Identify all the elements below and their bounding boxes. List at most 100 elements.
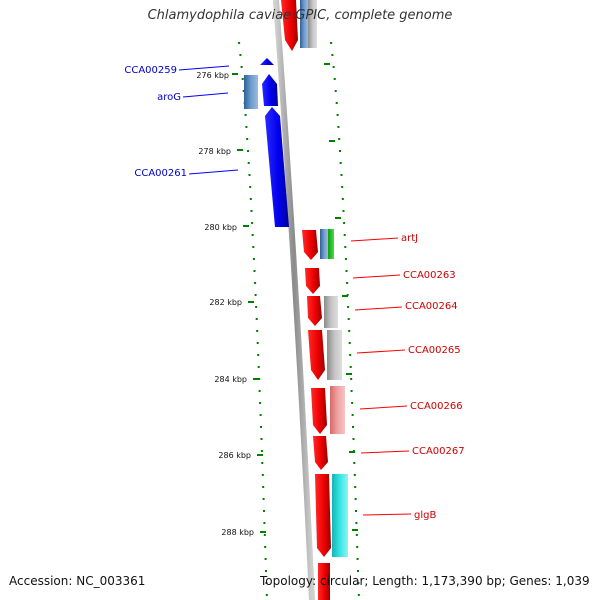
genome-backbone [273, 0, 315, 600]
gene-CCA00259[interactable] [260, 58, 274, 65]
gene-CCA00261[interactable] [265, 107, 289, 227]
scale-tick [349, 366, 352, 368]
gene-CCA00265[interactable] [308, 330, 342, 380]
gene-label-CCA00264[interactable]: CCA00264 [405, 301, 458, 312]
scale-tick [339, 150, 341, 152]
scale-tick [355, 534, 358, 536]
major-ticks-outer [324, 63, 358, 531]
scale-tick [260, 438, 263, 440]
scale-tick [355, 510, 357, 512]
scale-tick [265, 570, 267, 572]
scale-tick [244, 114, 247, 116]
scale-tick [250, 210, 253, 212]
gene-CCA00266[interactable] [311, 386, 345, 434]
scale-tick [353, 462, 356, 464]
scale-tick [330, 42, 333, 44]
scale-tick [347, 306, 350, 308]
gene-label-CCA00267[interactable]: CCA00267 [412, 446, 465, 457]
scale-tick [352, 426, 354, 428]
map-title: Chlamydophila caviae GPIC, complete geno… [147, 8, 453, 23]
scale-tick [240, 66, 243, 68]
scale-tick [262, 498, 265, 500]
gene-artJ[interactable] [302, 229, 334, 260]
scale-tick [249, 186, 252, 188]
scale-tick [247, 162, 250, 164]
gene-label-CCA00263[interactable]: CCA00263 [403, 270, 456, 281]
scale-tick [341, 186, 344, 188]
scale-tick [350, 378, 353, 380]
gene-partial-bottom [318, 563, 330, 600]
gene-CCA00267[interactable] [313, 436, 328, 470]
scale-label-288: 288 kbp [221, 528, 254, 537]
scale-tick [239, 54, 242, 56]
gene-partial-top [281, 0, 317, 51]
scale-tick [344, 258, 347, 260]
scale-tick [346, 282, 349, 284]
scale-tick [252, 246, 255, 248]
scale-tick [343, 222, 346, 224]
scale-tick [264, 558, 267, 560]
scale-tick [351, 414, 354, 416]
scale-tick [251, 222, 254, 224]
scale-tick [251, 234, 254, 236]
scale-tick [241, 78, 244, 80]
scale-tick [260, 426, 262, 428]
scale-tick [355, 522, 358, 524]
gene-label-CCA00265[interactable]: CCA00265 [408, 345, 461, 356]
scale-tick [347, 318, 350, 320]
gene-CCA00264[interactable] [307, 296, 338, 328]
scale-tick [242, 90, 245, 92]
scale-tick [334, 90, 337, 92]
scale-labels: 276 kbp 278 kbp 280 kbp 282 kbp 284 kbp … [196, 71, 254, 537]
scale-tick [352, 438, 355, 440]
scale-tick [339, 162, 342, 164]
scale-tick [249, 198, 252, 200]
scale-tick [337, 126, 340, 128]
scale-tick [263, 510, 265, 512]
scale-tick [257, 366, 260, 368]
scale-tick [354, 486, 357, 488]
gene-label-glgB[interactable]: glgB [414, 510, 436, 521]
gene-label-aroG[interactable]: aroG [157, 92, 181, 103]
scale-tick [259, 414, 262, 416]
scale-label-280: 280 kbp [204, 223, 237, 232]
accession-text: Accession: NC_003361 [9, 574, 146, 588]
scale-tick [343, 234, 346, 236]
scale-tick [258, 378, 261, 380]
scale-tick [338, 138, 341, 140]
scale-tick [260, 450, 263, 452]
scale-tick [348, 330, 351, 332]
scale-tick [264, 546, 267, 548]
gene-glgB[interactable] [315, 474, 348, 557]
scale-tick [331, 54, 334, 56]
scale-tick [357, 594, 360, 596]
scale-tick [254, 294, 257, 296]
topology-text: Topology: circular; Length: 1,173,390 bp… [260, 574, 590, 588]
scale-tick [351, 402, 354, 404]
scale-tick [259, 402, 262, 404]
scale-tick [336, 114, 339, 116]
gene-aroG[interactable] [244, 74, 278, 109]
gene-label-CCA00259[interactable]: CCA00259 [124, 65, 177, 76]
major-ticks-inner [232, 73, 266, 533]
scale-tick [256, 342, 259, 344]
gene-CCA00263[interactable] [305, 268, 320, 294]
gene-label-CCA00261[interactable]: CCA00261 [134, 168, 187, 179]
gene-label-CCA00266[interactable]: CCA00266 [410, 401, 463, 412]
scale-tick [261, 474, 264, 476]
scale-tick [333, 78, 336, 80]
scale-tick [262, 486, 265, 488]
scale-tick [245, 126, 248, 128]
labels-forward: artJ CCA00263 CCA00264 CCA00265 CCA00266… [350, 233, 465, 521]
scale-tick [332, 66, 335, 68]
scale-tick [342, 210, 345, 212]
scale-tick [256, 330, 259, 332]
gene-label-artJ[interactable]: artJ [401, 233, 418, 244]
scale-tick [255, 306, 258, 308]
scale-tick [257, 354, 260, 356]
scale-tick [247, 150, 249, 152]
scale-tick [248, 174, 251, 176]
scale-tick [255, 318, 258, 320]
scale-tick [265, 582, 268, 584]
